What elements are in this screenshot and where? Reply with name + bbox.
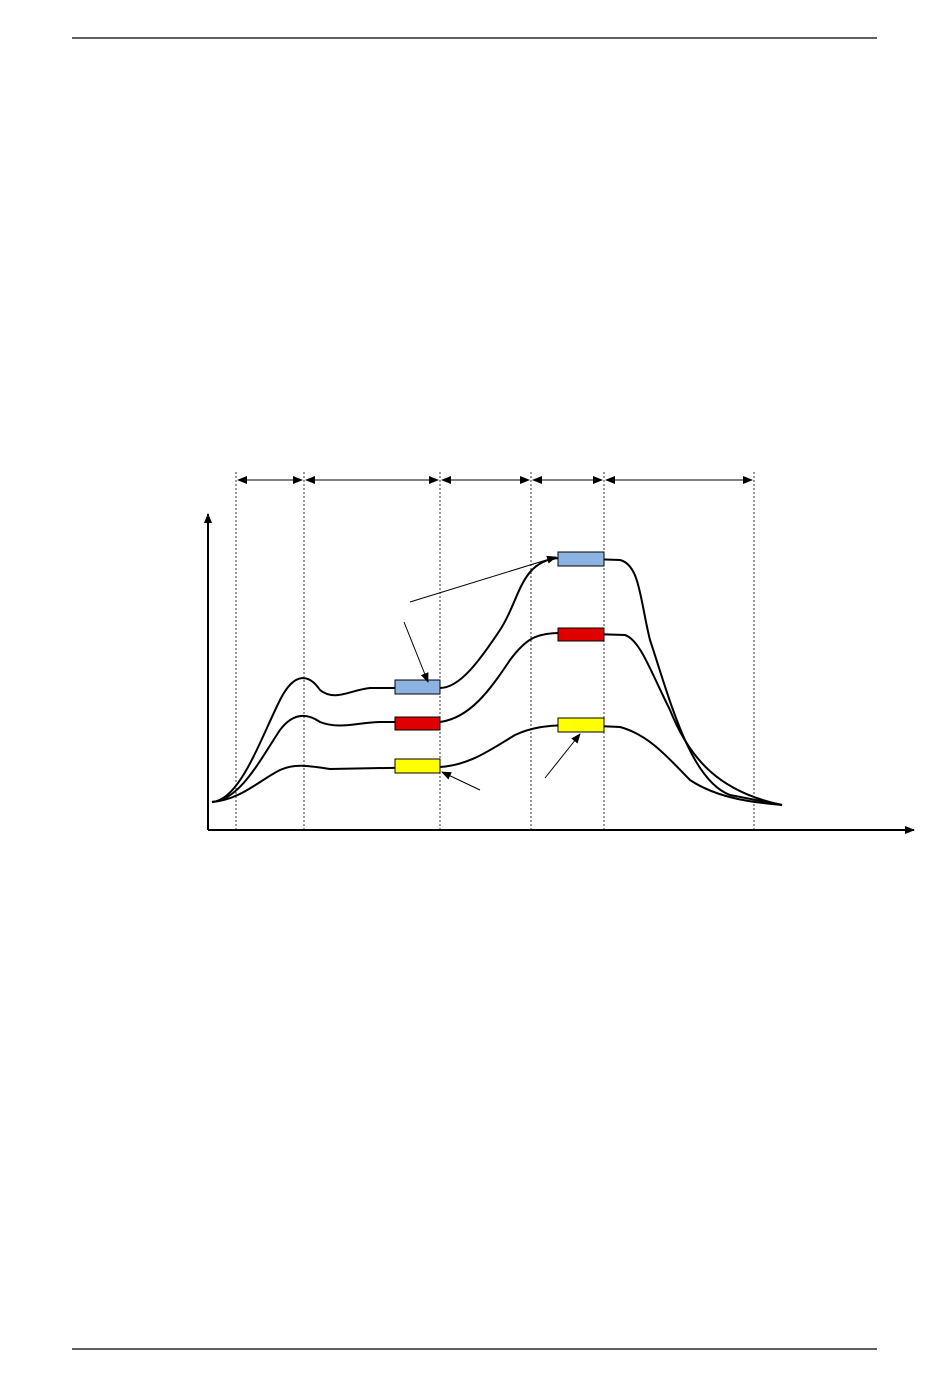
pointer xyxy=(544,733,581,779)
box-yellow xyxy=(557,717,605,733)
phase-dividers xyxy=(235,472,755,830)
curves xyxy=(211,556,783,806)
curve-low xyxy=(211,723,783,806)
pointer-arrows xyxy=(403,555,581,791)
level-boxes xyxy=(394,551,605,774)
pointer xyxy=(403,621,429,683)
box-blue xyxy=(557,551,605,567)
box-blue xyxy=(394,679,441,695)
box-yellow xyxy=(394,758,441,774)
diagram xyxy=(204,472,915,834)
box-red xyxy=(394,716,441,731)
box-red xyxy=(557,627,605,642)
curve-mid xyxy=(211,631,783,806)
pointer xyxy=(441,771,481,791)
curve-high xyxy=(211,556,783,806)
pointer xyxy=(409,555,557,603)
